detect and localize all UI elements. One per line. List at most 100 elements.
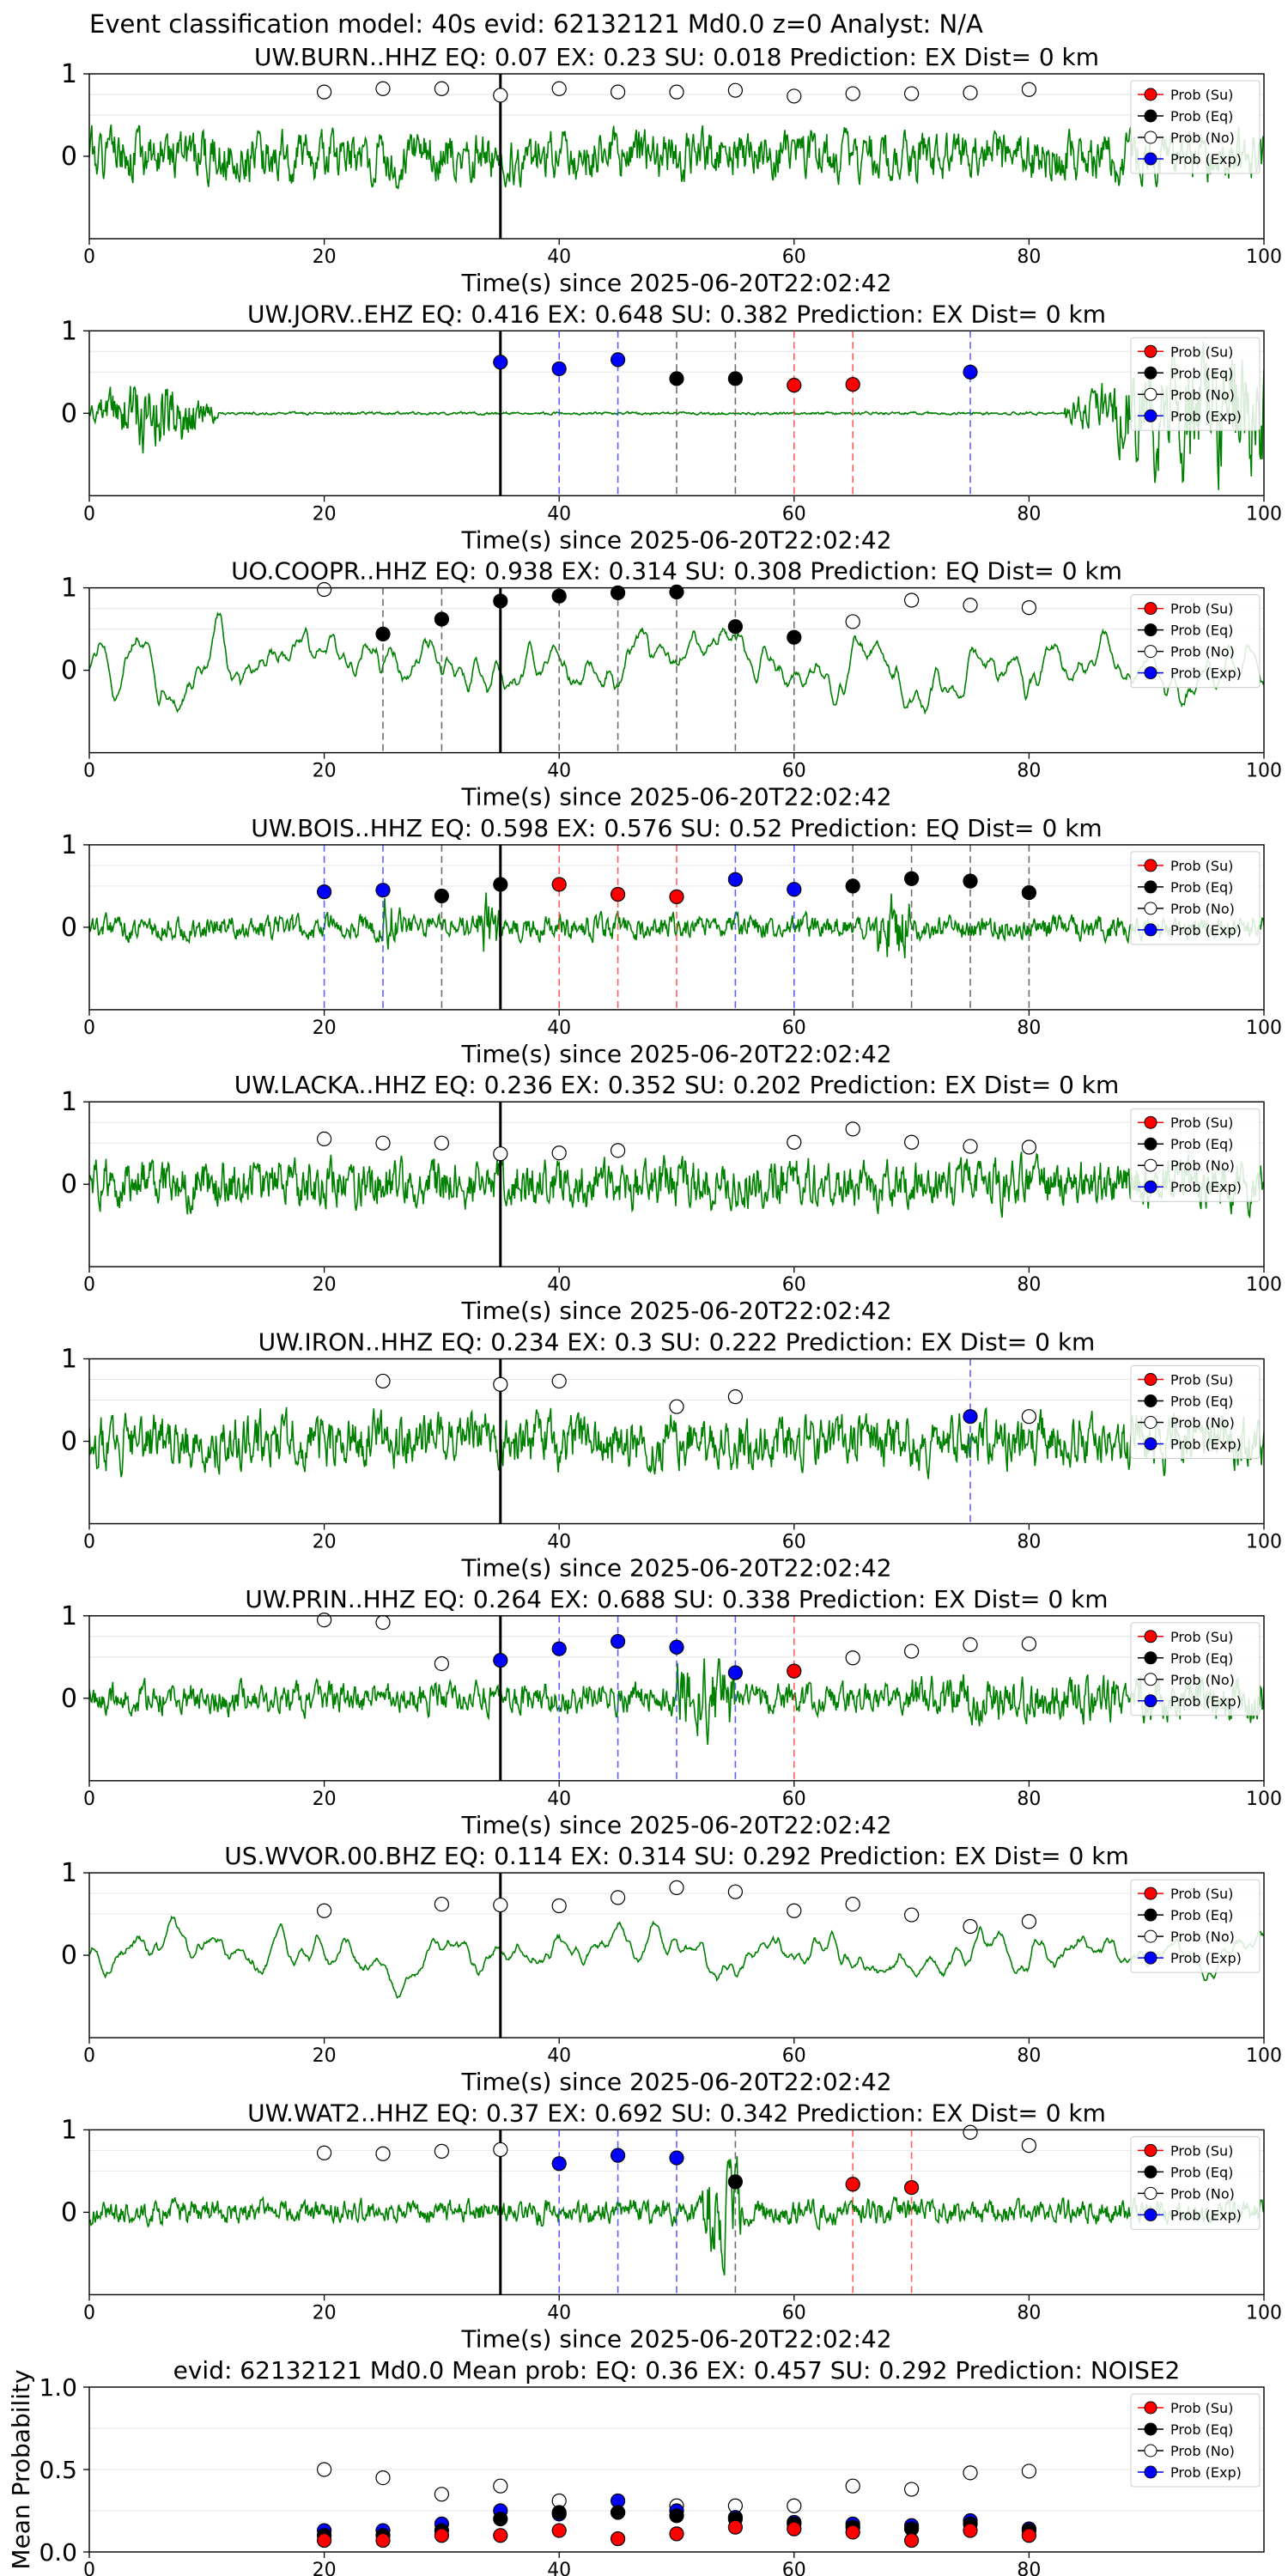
prob-marker-exp bbox=[787, 882, 802, 897]
x-tick-label: 20 bbox=[313, 2560, 337, 2576]
legend-label-no: Prob (No) bbox=[1170, 2443, 1235, 2459]
legend-label-no: Prob (No) bbox=[1170, 1415, 1235, 1431]
panel-6: UW.PRIN..HHZ EQ: 0.264 EX: 0.688 SU: 0.3… bbox=[61, 1585, 1282, 1839]
x-tick-label: 20 bbox=[313, 1274, 337, 1296]
x-tick-label: 20 bbox=[313, 503, 337, 525]
legend-marker-su bbox=[1144, 2143, 1157, 2157]
legend-label-no: Prob (No) bbox=[1170, 901, 1235, 917]
y-tick-label: 0 bbox=[61, 2197, 77, 2227]
x-tick-label: 60 bbox=[782, 2045, 806, 2067]
prob-marker-no bbox=[317, 1612, 332, 1628]
prob-marker-no bbox=[787, 1134, 802, 1150]
legend-marker-no bbox=[1144, 2186, 1157, 2200]
legend-marker-eq bbox=[1144, 2165, 1157, 2178]
legend-marker-exp bbox=[1144, 152, 1157, 166]
legend-marker-exp bbox=[1144, 1180, 1157, 1194]
prob-marker-exp bbox=[375, 883, 391, 898]
prob-marker-exp bbox=[610, 2148, 626, 2163]
prob-marker-su bbox=[610, 886, 626, 902]
y-tick-label: 0 bbox=[61, 142, 77, 172]
waveform-line bbox=[89, 611, 1264, 715]
prob-marker-no bbox=[787, 1903, 802, 1918]
prob-marker-no bbox=[493, 1146, 508, 1162]
legend-box bbox=[1130, 594, 1261, 689]
legend-label-su: Prob (Su) bbox=[1170, 343, 1233, 360]
x-tick-label: 20 bbox=[313, 761, 337, 782]
legend-marker-eq bbox=[1144, 1651, 1157, 1665]
x-tick-label: 100 bbox=[1246, 2302, 1282, 2324]
x-axis-label: Time(s) since 2025-06-20T22:02:42 bbox=[460, 1554, 891, 1583]
legend-marker-no bbox=[1144, 1929, 1157, 1943]
prob-marker-exp bbox=[551, 1641, 567, 1656]
prob-marker-su bbox=[787, 378, 802, 393]
prob-marker-no bbox=[551, 81, 567, 96]
legend-label-exp: Prob (Exp) bbox=[1170, 2207, 1242, 2223]
legend-label-eq: Prob (Eq) bbox=[1170, 2164, 1233, 2180]
legend-label-su: Prob (Su) bbox=[1170, 858, 1233, 874]
prob-marker-eq bbox=[727, 2174, 744, 2190]
y-tick-label: 1.0 bbox=[39, 2373, 77, 2402]
prob-marker-su bbox=[434, 2528, 450, 2543]
prob-marker-no bbox=[1021, 1914, 1037, 1929]
prob-marker-no bbox=[787, 2498, 802, 2513]
legend-marker-eq bbox=[1144, 366, 1157, 380]
legend-marker-no bbox=[1144, 1673, 1157, 1686]
prob-marker-su bbox=[903, 2532, 920, 2549]
prob-marker-no bbox=[903, 2482, 920, 2497]
prob-marker-eq bbox=[434, 611, 450, 627]
x-tick-label: 0 bbox=[83, 761, 95, 782]
prob-marker-no bbox=[845, 614, 860, 629]
prob-marker-su bbox=[845, 2177, 860, 2192]
prob-marker-no bbox=[1021, 82, 1037, 97]
x-tick-label: 60 bbox=[782, 2302, 806, 2324]
x-axis-label: Time(s) since 2025-06-20T22:02:42 bbox=[460, 1811, 891, 1839]
legend-label-exp: Prob (Exp) bbox=[1170, 2464, 1242, 2481]
x-axis-label: Time(s) since 2025-06-20T22:02:42 bbox=[460, 1297, 891, 1325]
legend-label-exp: Prob (Exp) bbox=[1170, 1693, 1242, 1710]
x-tick-label: 0 bbox=[83, 2560, 95, 2576]
x-tick-label: 40 bbox=[547, 761, 571, 782]
y-tick-label: 0 bbox=[61, 913, 77, 943]
x-tick-label: 60 bbox=[782, 246, 806, 268]
x-tick-label: 100 bbox=[1246, 246, 1282, 268]
x-axis-label: Time(s) since 2025-06-20T22:02:42 bbox=[460, 783, 891, 811]
x-tick-label: 40 bbox=[547, 246, 571, 268]
x-tick-label: 0 bbox=[83, 503, 95, 525]
x-tick-label: 40 bbox=[547, 1789, 571, 1810]
legend-label-exp: Prob (Exp) bbox=[1170, 1950, 1242, 1966]
panel-title: UO.COOPR..HHZ EQ: 0.938 EX: 0.314 SU: 0.… bbox=[231, 557, 1122, 586]
legend-marker-eq bbox=[1144, 1908, 1157, 1922]
legend-marker-su bbox=[1144, 88, 1157, 101]
legend-marker-su bbox=[1144, 2401, 1157, 2415]
prob-marker-eq bbox=[669, 2508, 684, 2524]
legend-label-eq: Prob (Eq) bbox=[1170, 1650, 1233, 1667]
x-tick-label: 80 bbox=[1017, 761, 1041, 782]
prob-marker-no bbox=[963, 1139, 978, 1154]
legend-marker-exp bbox=[1144, 2465, 1157, 2479]
legend-marker-eq bbox=[1144, 109, 1157, 123]
prob-marker-exp bbox=[727, 1665, 744, 1680]
y-tick-label: 1 bbox=[61, 830, 77, 860]
prob-marker-eq bbox=[963, 873, 978, 889]
y-tick-label: 1 bbox=[61, 2115, 77, 2145]
prob-marker-exp bbox=[727, 872, 744, 887]
panel-title: UW.BURN..HHZ EQ: 0.07 EX: 0.23 SU: 0.018… bbox=[254, 43, 1099, 71]
panel-0: UW.BURN..HHZ EQ: 0.07 EX: 0.23 SU: 0.018… bbox=[61, 43, 1282, 297]
prob-marker-no bbox=[375, 1135, 391, 1151]
legend-label-exp: Prob (Exp) bbox=[1170, 1179, 1242, 1195]
prob-marker-no bbox=[1021, 1139, 1037, 1155]
prob-marker-no bbox=[669, 1399, 684, 1414]
legend-marker-su bbox=[1144, 1115, 1157, 1129]
x-tick-label: 100 bbox=[1246, 2045, 1282, 2067]
x-tick-label: 0 bbox=[83, 2045, 95, 2067]
legend-label-eq: Prob (Eq) bbox=[1170, 1394, 1233, 1410]
legend-marker-exp bbox=[1144, 666, 1157, 680]
x-tick-label: 80 bbox=[1017, 1274, 1041, 1296]
y-tick-label: 0 bbox=[61, 656, 77, 686]
x-tick-label: 80 bbox=[1017, 246, 1041, 268]
legend-box bbox=[1130, 2136, 1261, 2230]
y-tick-label: 1 bbox=[61, 316, 77, 346]
x-tick-label: 0 bbox=[83, 1789, 95, 1810]
x-tick-label: 60 bbox=[782, 2560, 806, 2576]
prob-marker-no bbox=[610, 84, 626, 100]
